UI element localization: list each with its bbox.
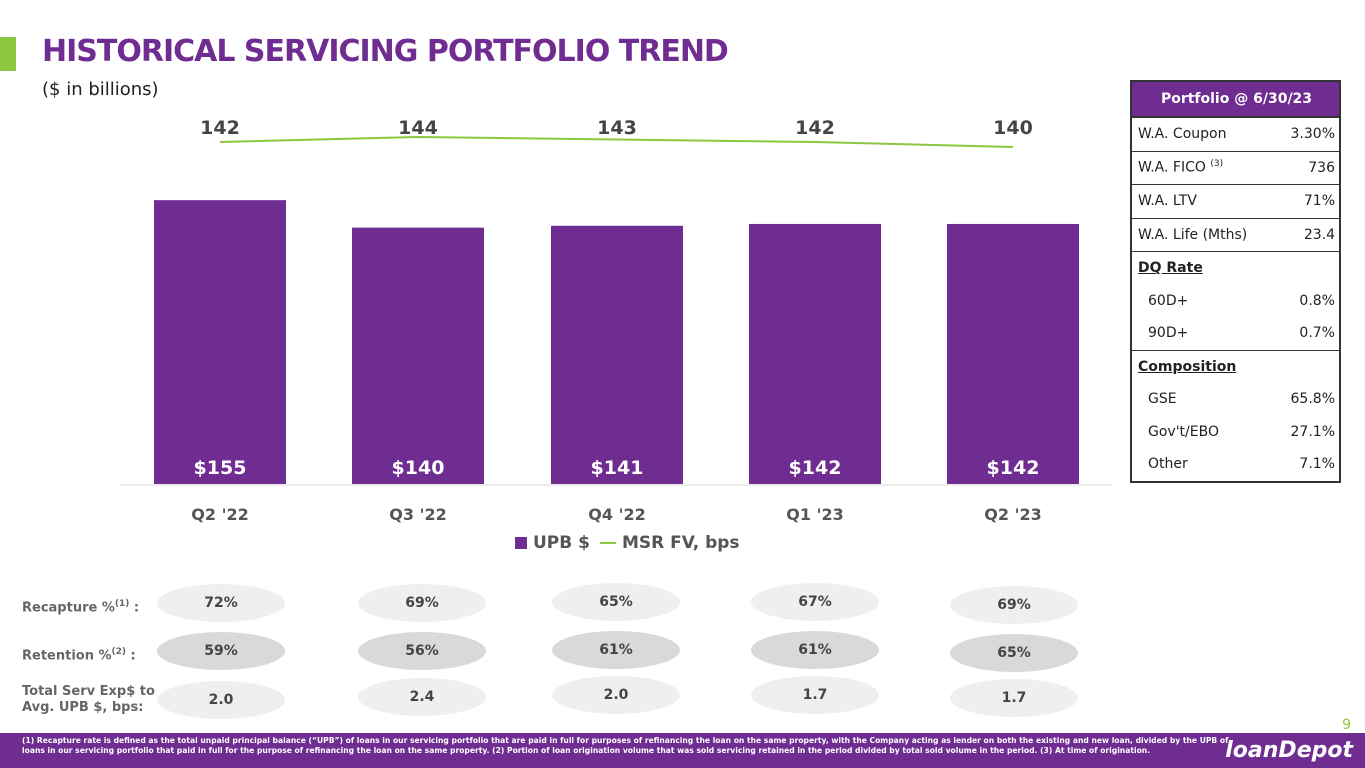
retention-pill-5: 65% — [950, 634, 1078, 672]
recapture-pill-5: 69% — [950, 586, 1078, 624]
line-label-3: 143 — [597, 117, 637, 139]
line-msr-fv — [219, 135, 1014, 148]
retention-label: Retention %(2) : — [22, 647, 136, 664]
x-tick-label-1: Q2 '22 — [191, 505, 248, 524]
bar-label-2: $140 — [392, 457, 445, 479]
bar-label-4: $142 — [789, 457, 842, 479]
x-tick-label-2: Q3 '22 — [389, 505, 446, 524]
line-label-5: 140 — [993, 117, 1033, 139]
x-tick-label-5: Q2 '23 — [984, 505, 1041, 524]
line-label-1: 142 — [200, 117, 240, 139]
portfolio-table-header: Portfolio @ 6/30/23 — [1130, 80, 1341, 118]
legend-upb-swatch — [515, 537, 527, 549]
portfolio-table: Portfolio @ 6/30/23 W.A. Coupon 3.30% W.A… — [1130, 80, 1341, 483]
serv-exp-pill-1: 2.0 — [157, 681, 285, 719]
table-row: 60D+ 0.8% — [1148, 292, 1335, 309]
retention-pill-3: 61% — [552, 631, 680, 669]
bar-upb-2 — [352, 227, 484, 484]
table-row: GSE 65.8% — [1148, 391, 1335, 408]
x-tick-label-3: Q4 '22 — [588, 505, 645, 524]
legend-upb-label: UPB $ — [533, 533, 590, 553]
x-tick-label-4: Q1 '23 — [786, 505, 843, 524]
line-label-4: 142 — [795, 117, 835, 139]
table-section-composition: Composition — [1138, 358, 1237, 375]
chart-legend: UPB $ MSR FV, bps — [515, 533, 740, 553]
recapture-label: Recapture %(1) : — [22, 599, 140, 616]
title-accent-bar — [0, 37, 16, 71]
recapture-pill-3: 65% — [552, 583, 680, 621]
serv-exp-pill-4: 1.7 — [751, 676, 879, 714]
bar-upb-5 — [947, 223, 1079, 484]
legend-msr-label: MSR FV, bps — [621, 533, 740, 553]
footer-bar: (1) Recapture rate is defined as the tot… — [0, 733, 1365, 768]
retention-pill-2: 56% — [358, 632, 486, 670]
table-row: W.A. Coupon 3.30% — [1131, 117, 1340, 152]
company-logo: loanDepot — [1225, 738, 1353, 763]
bar-upb-4 — [749, 223, 881, 484]
serv-exp-pill-2: 2.4 — [358, 678, 486, 716]
line-label-2: 144 — [398, 117, 438, 139]
serv-exp-pill-3: 2.0 — [552, 676, 680, 714]
retention-pill-1: 59% — [157, 632, 285, 670]
retention-pill-4: 61% — [751, 631, 879, 669]
table-row: W.A. Life (Mths) 23.4 — [1131, 218, 1340, 252]
page-title: HISTORICAL SERVICING PORTFOLIO TREND — [42, 34, 729, 69]
table-row: W.A. LTV 71% — [1131, 184, 1340, 219]
legend-msr-swatch — [599, 542, 616, 544]
bar-label-3: $141 — [591, 457, 644, 479]
page-subtitle: ($ in billions) — [42, 79, 159, 100]
servicing-chart: $155 Q2 '22 $140 Q3 '22 $141 Q4 '22 $142 Q1 '23… — [120, 117, 1112, 524]
table-row: W.A. FICO (3) 736 — [1131, 151, 1340, 185]
recapture-pill-1: 72% — [157, 584, 285, 622]
table-section-dq: DQ Rate — [1138, 260, 1203, 277]
footnote: (1) Recapture rate is defined as the tot… — [22, 736, 1229, 755]
table-row: Other 7.1% — [1131, 448, 1340, 482]
page-number: 9 — [1342, 717, 1351, 733]
table-row: 90D+ 0.7% — [1131, 317, 1340, 351]
table-row: Gov't/EBO 27.1% — [1148, 423, 1335, 440]
bar-label-1: $155 — [194, 457, 247, 479]
serv-exp-label: Total Serv Exp$ to Avg. UPB $, bps: — [22, 684, 155, 715]
bar-upb-3 — [551, 225, 683, 484]
recapture-pill-4: 67% — [751, 583, 879, 621]
recapture-pill-2: 69% — [358, 584, 486, 622]
bar-upb-1 — [154, 200, 286, 484]
serv-exp-pill-5: 1.7 — [950, 679, 1078, 717]
bar-label-5: $142 — [987, 457, 1040, 479]
